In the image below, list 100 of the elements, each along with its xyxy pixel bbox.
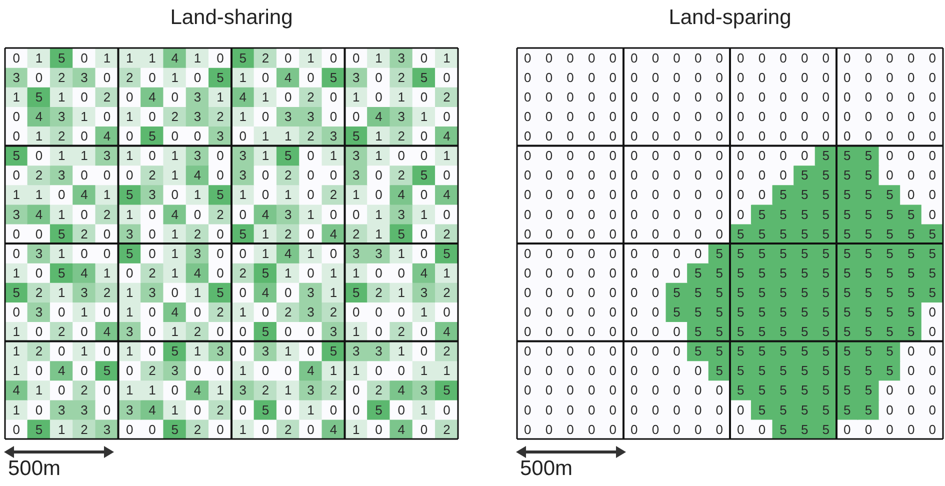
data-label: 4: [171, 206, 178, 222]
data-label: 0: [216, 226, 224, 242]
data-label: 5: [103, 363, 111, 378]
data-label: 0: [609, 168, 616, 183]
data-label: 2: [443, 226, 450, 242]
data-label: 0: [545, 324, 553, 340]
data-label: 3: [239, 148, 246, 164]
data-label: 0: [694, 70, 702, 85]
data-label: 0: [864, 109, 872, 124]
data-label: 4: [171, 304, 178, 320]
data-label: 0: [652, 89, 660, 104]
data-label: 0: [171, 128, 178, 144]
data-label: 5: [737, 382, 744, 398]
data-label: 0: [609, 304, 616, 320]
data-label: 0: [630, 50, 638, 66]
data-label: 3: [398, 109, 405, 124]
data-label: 0: [103, 304, 111, 320]
data-label: 0: [864, 89, 872, 104]
data-label: 0: [566, 324, 574, 340]
data-label: 2: [194, 324, 202, 340]
data-label: 0: [609, 70, 616, 85]
data-label: 5: [758, 246, 766, 261]
data-label: 0: [652, 50, 660, 66]
data-label: 0: [420, 148, 428, 164]
data-label: 3: [398, 206, 405, 222]
data-label: 1: [284, 187, 292, 202]
data-label: 0: [928, 128, 936, 144]
data-label: 4: [80, 187, 88, 202]
data-label: 0: [844, 70, 851, 85]
data-label: 5: [907, 206, 915, 222]
data-label: 5: [694, 265, 702, 280]
data-label: 0: [239, 344, 246, 359]
data-label: 5: [800, 265, 808, 280]
data-label: 0: [716, 382, 723, 398]
data-label: 0: [35, 324, 43, 340]
data-label: 1: [239, 187, 246, 202]
data-label: 0: [673, 246, 680, 261]
data-label: 0: [673, 50, 680, 66]
data-label: 1: [330, 363, 338, 378]
data-label: 0: [524, 187, 532, 202]
data-label: 0: [148, 109, 156, 124]
data-label: 0: [673, 168, 680, 183]
data-label: 1: [375, 128, 382, 144]
data-label: 4: [330, 226, 338, 242]
data-label: 0: [822, 50, 830, 66]
data-label: 3: [239, 382, 246, 398]
data-label: 0: [420, 187, 428, 202]
data-label: 1: [375, 226, 382, 242]
data-label: 5: [780, 324, 787, 340]
data-label: 3: [194, 148, 202, 164]
data-label: 1: [330, 265, 338, 280]
data-label: 0: [886, 422, 894, 437]
data-label: 0: [630, 344, 638, 359]
data-label: 0: [171, 187, 178, 202]
data-label: 0: [545, 168, 553, 183]
data-label: 0: [524, 70, 532, 85]
data-label: 4: [103, 128, 111, 144]
data-label: 0: [928, 304, 936, 320]
data-label: 2: [194, 226, 202, 242]
data-label: 0: [800, 70, 808, 85]
data-label: 0: [545, 246, 553, 261]
data-label: 5: [126, 246, 134, 261]
data-label: 1: [330, 284, 338, 300]
data-label: 0: [844, 128, 851, 144]
data-label: 0: [375, 168, 382, 183]
data-label: 0: [907, 187, 915, 202]
data-label: 0: [673, 382, 680, 398]
data-label: 0: [545, 128, 553, 144]
data-label: 0: [566, 246, 574, 261]
data-label: 3: [80, 284, 88, 300]
data-label: 5: [844, 324, 851, 340]
data-label: 0: [330, 246, 338, 261]
data-label: 1: [284, 128, 292, 144]
data-label: 0: [148, 422, 156, 437]
data-label: 0: [262, 187, 270, 202]
data-label: 3: [103, 422, 111, 437]
data-label: 1: [307, 246, 314, 261]
data-label: 4: [330, 422, 338, 437]
data-label: 5: [864, 187, 872, 202]
data-label: 0: [398, 363, 405, 378]
data-label: 0: [566, 128, 574, 144]
data-label: 0: [694, 148, 702, 164]
data-label: 0: [652, 206, 660, 222]
data-label: 0: [630, 422, 638, 437]
data-label: 0: [694, 246, 702, 261]
data-label: 5: [737, 363, 744, 378]
data-label: 5: [58, 226, 66, 242]
data-label: 0: [694, 422, 702, 437]
data-label: 0: [652, 148, 660, 164]
data-label: 5: [822, 402, 830, 418]
data-label: 0: [737, 422, 744, 437]
data-label: 1: [352, 265, 360, 280]
data-label: 0: [780, 50, 787, 66]
data-label: 0: [822, 128, 830, 144]
data-label: 0: [284, 402, 292, 418]
data-label: 5: [864, 246, 872, 261]
data-label: 0: [758, 50, 766, 66]
data-label: 0: [673, 265, 680, 280]
data-label: 2: [171, 109, 178, 124]
data-label: 0: [35, 70, 43, 85]
